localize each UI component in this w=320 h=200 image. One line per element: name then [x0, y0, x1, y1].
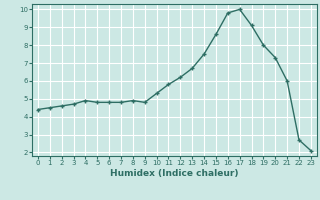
X-axis label: Humidex (Indice chaleur): Humidex (Indice chaleur) — [110, 169, 239, 178]
